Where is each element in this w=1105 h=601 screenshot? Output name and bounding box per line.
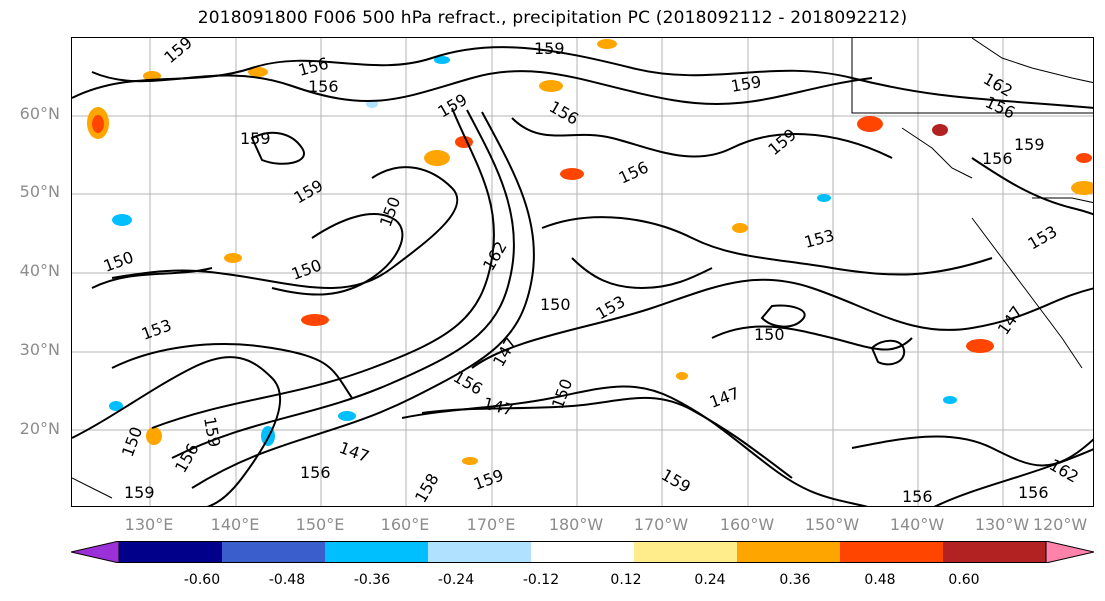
colorbar-frame [118,541,1047,563]
precip-shading [87,39,1093,465]
colorbar-tick-label: -0.36 [353,572,391,588]
colorbar-segment [428,541,532,563]
coastlines [72,38,1093,499]
colorbar-segment [222,541,326,563]
contour-label: 156 [902,487,933,506]
colorbar-segment [119,541,223,563]
colorbar-tick-label: -0.24 [437,572,475,588]
lon-label-170w: 170°W [633,515,689,534]
colorbar-segment [634,541,738,563]
contour-label: 150 [118,424,146,459]
contour-label: 162 [1046,455,1082,487]
contour-label: 159 [764,125,800,159]
lon-label-160e: 160°E [380,515,430,534]
contour-label: 159 [240,129,271,148]
contour-label: 156 [616,157,652,187]
map-canvas: 159 156 156 159 159 156 159 156 162 159 … [72,38,1093,506]
contour-label: 150 [540,295,571,314]
lon-label-170e: 170°E [466,515,516,534]
lon-label-140w: 140°W [889,515,945,534]
map-title: 2018091800 F006 500 hPa refract., precip… [197,8,908,28]
contour-label: 150 [754,325,785,344]
contour-label: 159 [534,39,565,58]
colorbar-tick-label: 0.48 [864,572,896,588]
contour-label: 158 [411,470,443,506]
contour-label: 147 [337,438,372,466]
contour-label: 156 [450,367,486,399]
lon-label-160w: 160°W [719,515,775,534]
contour-label: 156 [296,54,330,80]
contour-label: 162 [479,238,511,274]
contour-label: 147 [994,302,1027,338]
lat-label-30n: 30°N [19,340,60,359]
contour-label: 156 [300,463,331,482]
lon-label-130e: 130°E [124,515,174,534]
colorbar-tick-label: 0.36 [779,572,811,588]
colorbar-tick-label: 0.12 [610,572,642,588]
contour-label: 156 [982,149,1013,168]
lon-label-140e: 140°E [210,515,260,534]
contour-label: 147 [707,383,742,411]
map-panel: 159 156 156 159 159 156 159 156 162 159 … [71,37,1094,507]
colorbar-extend-min [71,541,120,563]
lon-label-150e: 150°E [295,515,345,534]
contour-label: 159 [435,90,471,122]
colorbar-segments [71,541,1094,563]
colorbar-segment [737,541,841,563]
lon-label-130w: 130°W [974,515,1030,534]
contour-label: 159 [658,465,694,497]
contour-label: 159 [729,72,762,96]
contour-label: 150 [289,255,324,283]
lon-label-180w: 180°W [548,515,604,534]
colorbar [71,541,1094,563]
contour-label: 153 [802,226,836,252]
contour-label: 159 [160,38,196,67]
contour-label: 153 [139,315,174,343]
graticule [72,38,1093,506]
colorbar-tick-label: -0.12 [522,572,560,588]
lat-label-50n: 50°N [19,182,60,201]
colorbar-tick-label: -0.60 [183,572,221,588]
contour-label: 156 [1018,483,1049,502]
contour-label: 147 [481,394,515,420]
colorbar-tick-label: -0.48 [268,572,306,588]
contour-label: 159 [124,483,155,502]
lat-label-60n: 60°N [19,104,60,123]
colorbar-segment [943,541,1047,563]
contour-label: 156 [982,92,1018,122]
colorbar-segment [325,541,429,563]
contour-label: 156 [308,77,339,96]
contour-label: 150 [101,247,136,275]
contour-label: 159 [471,465,506,493]
colorbar-segment [531,541,635,563]
colorbar-extend-max [1045,541,1094,563]
lat-label-40n: 40°N [19,261,60,280]
lat-label-20n: 20°N [19,419,60,438]
lon-label-150w: 150°W [804,515,860,534]
colorbar-tick-label: 0.24 [694,572,726,588]
colorbar-tick-label: 0.60 [948,572,980,588]
colorbar-segment [840,541,944,563]
contour-label: 159 [1014,135,1045,154]
contour-label: 153 [593,292,629,324]
lon-label-120w: 120°W [1032,515,1088,534]
contour-label: 153 [1025,222,1061,254]
